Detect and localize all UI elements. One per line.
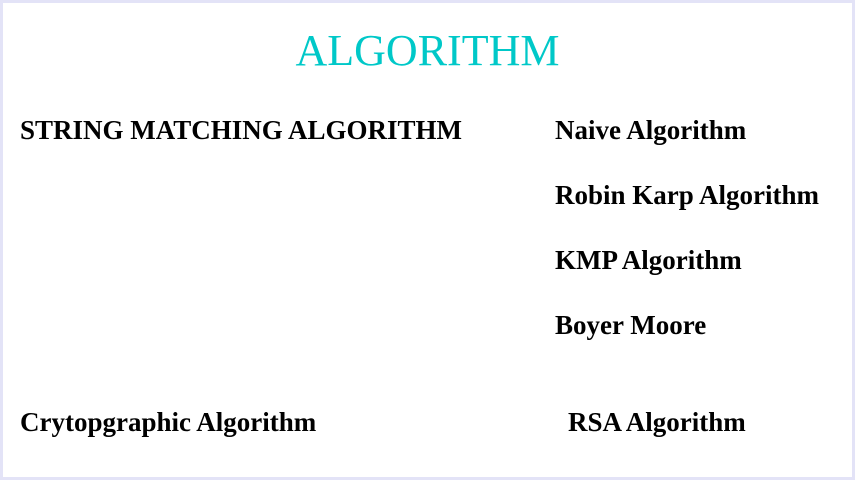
algorithm-item: Naive Algorithm xyxy=(555,115,747,145)
algorithm-item: KMP Algorithm xyxy=(555,245,742,275)
page-title: ALGORITHM xyxy=(295,26,560,75)
algorithm-item: Boyer Moore xyxy=(555,310,707,340)
algorithm-item: Robin Karp Algorithm xyxy=(555,180,820,210)
algorithm-item: RSA Algorithm xyxy=(568,407,746,437)
category-label: STRING MATCHING ALGORITHM xyxy=(20,115,463,145)
category-label: Crytopgraphic Algorithm xyxy=(20,407,317,437)
